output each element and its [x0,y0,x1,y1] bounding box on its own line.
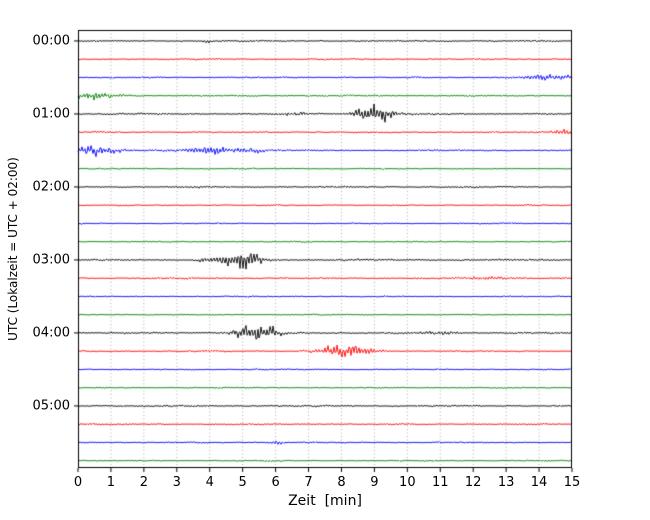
seismogram-figure: Zeit [min] UTC (Lokalzeit = UTC + 02:00)… [0,0,650,520]
seismogram-canvas [0,0,650,520]
